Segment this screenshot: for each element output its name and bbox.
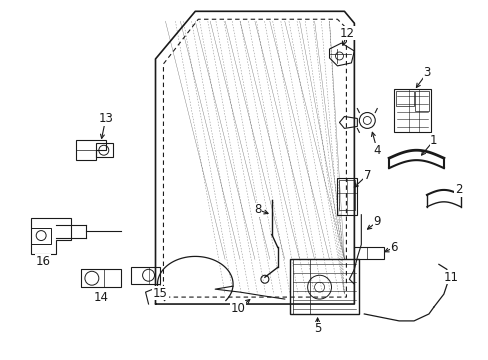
Text: 12: 12 <box>339 27 354 40</box>
Text: 15: 15 <box>153 287 167 300</box>
Text: 4: 4 <box>373 144 380 157</box>
Text: 1: 1 <box>429 134 437 147</box>
Text: 10: 10 <box>230 302 245 315</box>
Text: 9: 9 <box>373 215 380 228</box>
Text: 8: 8 <box>254 203 261 216</box>
Text: 6: 6 <box>389 241 397 254</box>
Text: 16: 16 <box>36 255 51 268</box>
Text: 11: 11 <box>443 271 457 284</box>
Text: 5: 5 <box>313 322 321 336</box>
Text: 14: 14 <box>93 291 108 303</box>
Text: 3: 3 <box>423 66 430 79</box>
Text: 7: 7 <box>363 168 370 181</box>
Text: 13: 13 <box>98 112 113 125</box>
Text: 2: 2 <box>454 184 462 197</box>
